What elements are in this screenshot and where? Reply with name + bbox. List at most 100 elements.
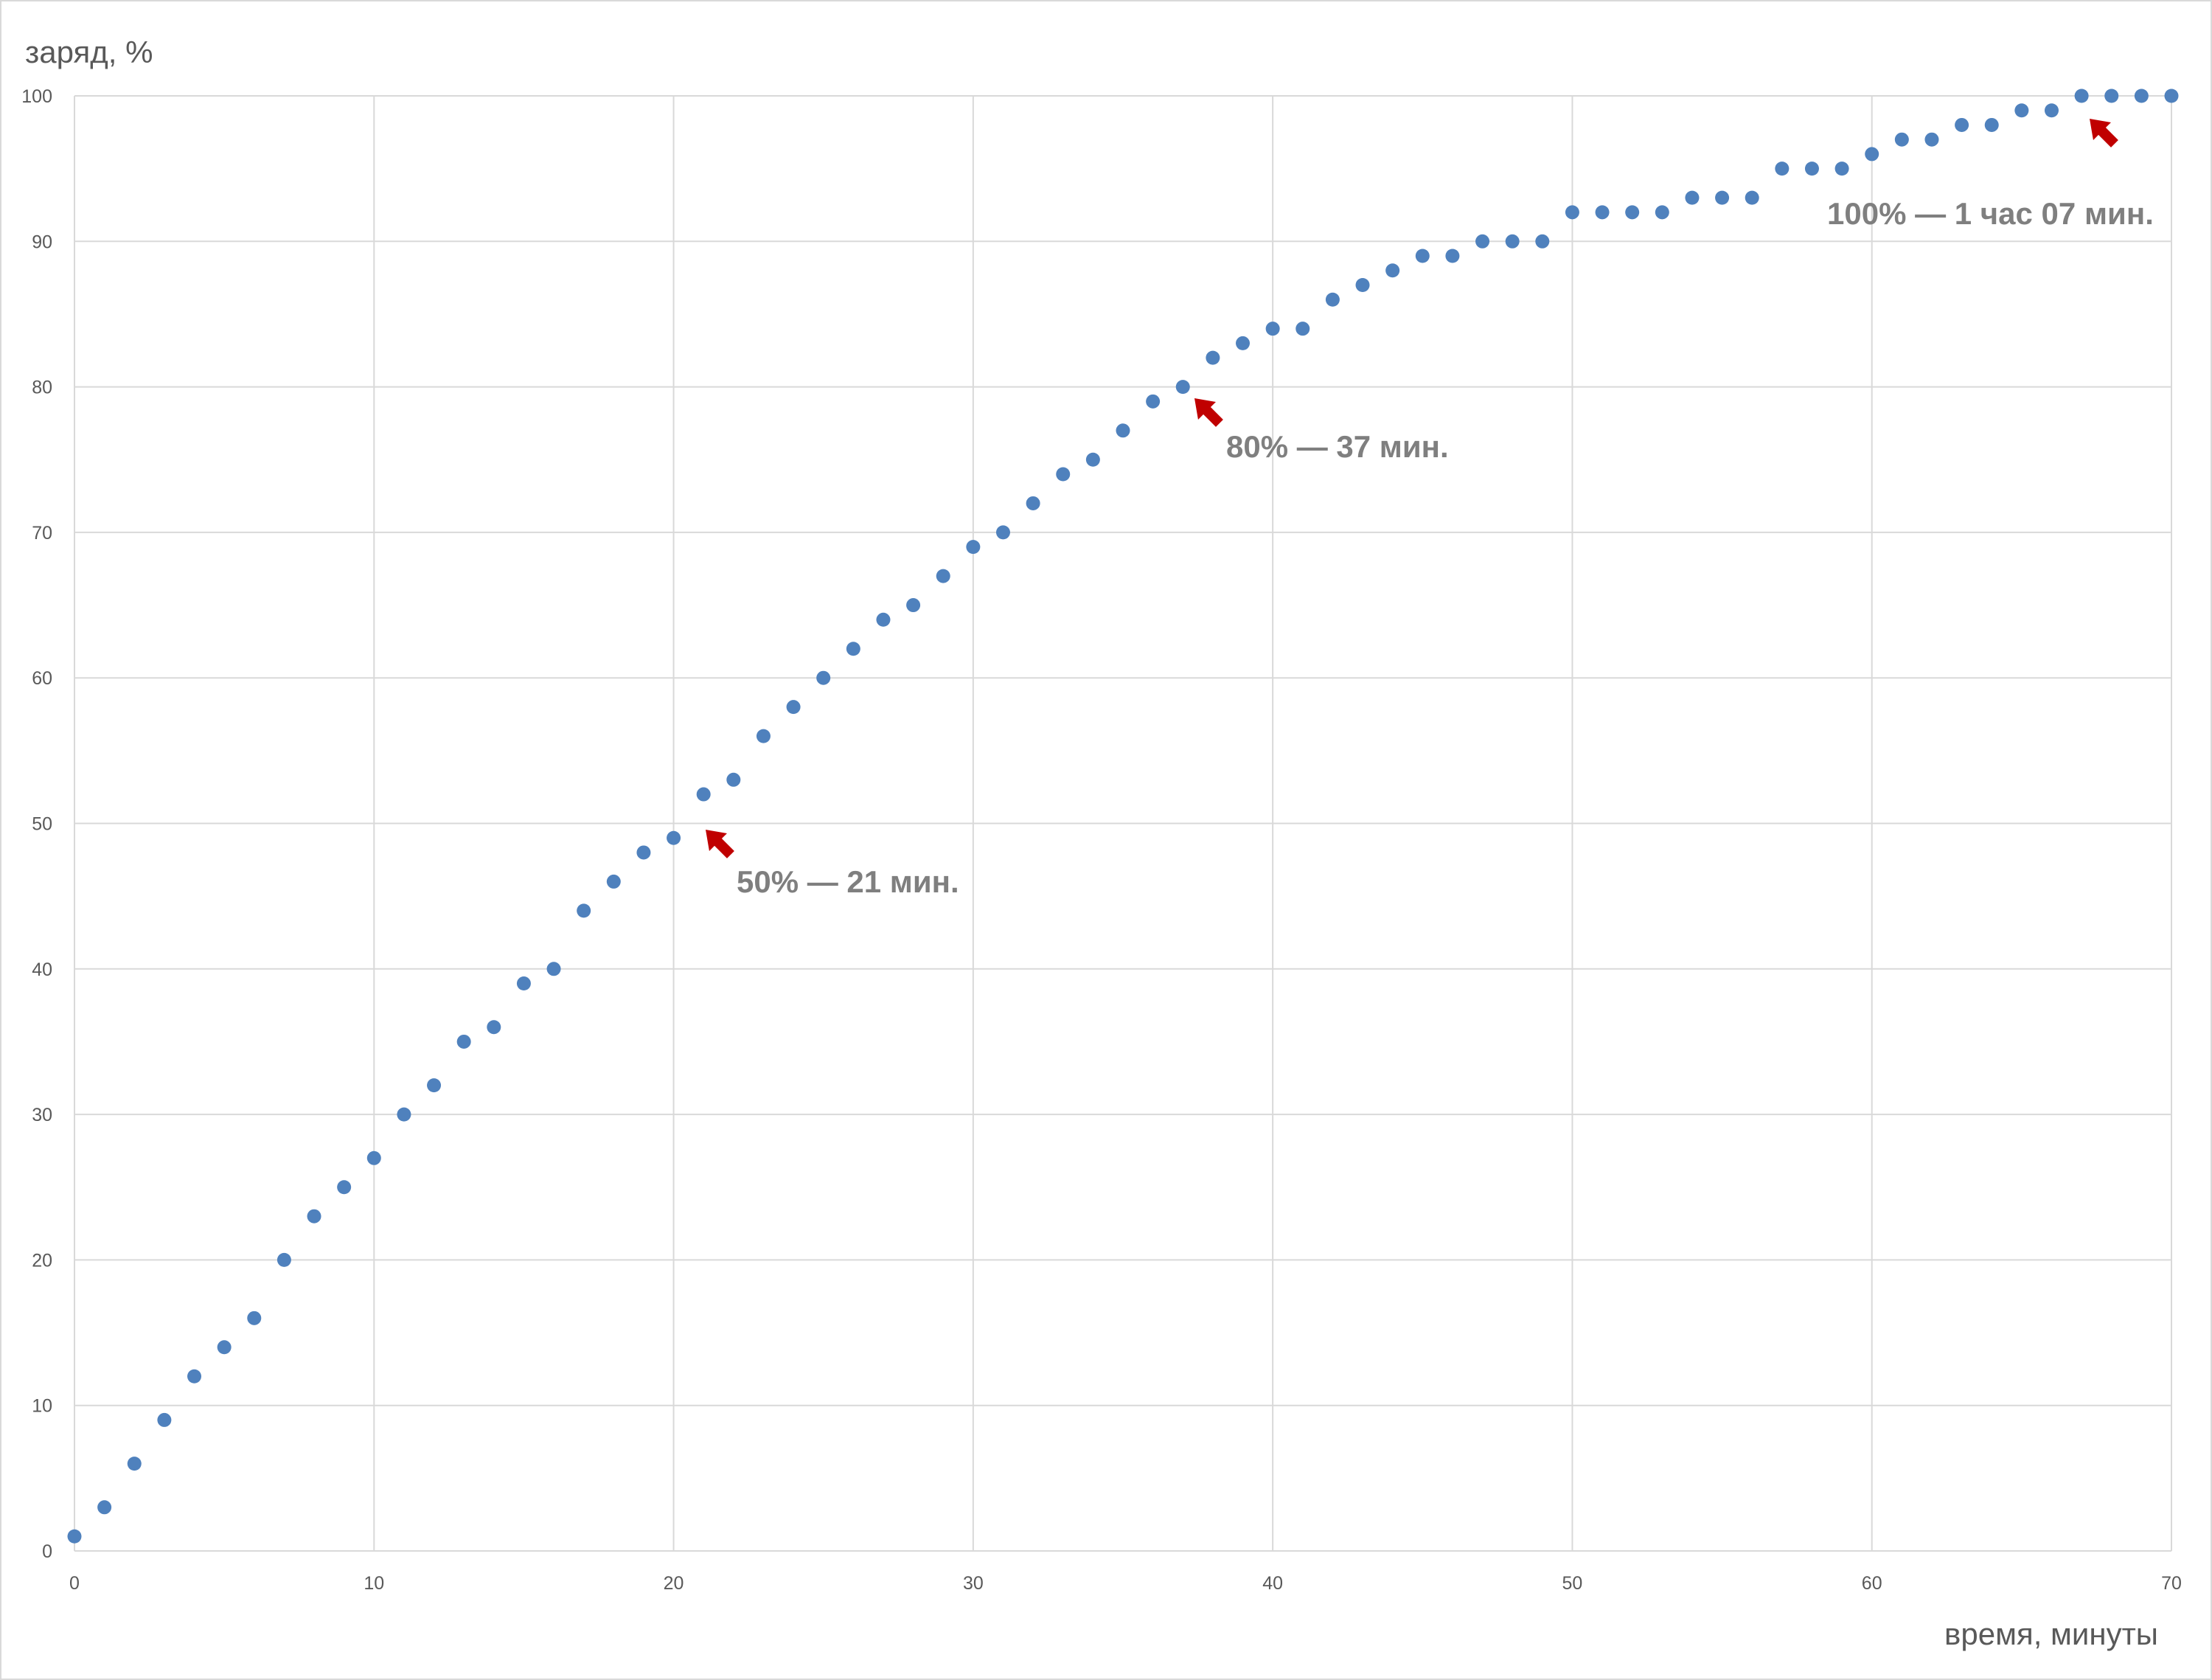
point — [636, 845, 651, 860]
point — [1206, 350, 1220, 365]
point — [1625, 205, 1640, 220]
point — [1116, 423, 1130, 438]
point — [337, 1180, 352, 1195]
point — [456, 1034, 471, 1049]
point — [1445, 249, 1460, 263]
annotation: 50% — 21 мин. — [737, 864, 959, 899]
y-tick-label: 0 — [42, 1541, 52, 1562]
point — [1834, 162, 1849, 176]
arrow — [2090, 119, 2118, 147]
x-axis-title: время, минуты — [1944, 1617, 2158, 1651]
point — [276, 1252, 291, 1267]
point — [1026, 496, 1040, 510]
x-tick-label: 60 — [1862, 1573, 1882, 1594]
point — [667, 830, 681, 845]
x-tick-label: 50 — [1562, 1573, 1583, 1594]
point — [2164, 88, 2179, 103]
y-tick-label: 70 — [32, 523, 52, 544]
y-tick-label: 30 — [32, 1105, 52, 1125]
point — [1355, 277, 1370, 292]
y-tick-label: 10 — [32, 1396, 52, 1417]
point — [1984, 117, 1999, 132]
point — [1056, 467, 1071, 482]
point — [2044, 103, 2059, 118]
arrow — [1194, 398, 1223, 427]
point — [1565, 205, 1579, 220]
point — [2074, 88, 2089, 103]
point — [2014, 103, 2029, 118]
y-tick-label: 40 — [32, 959, 52, 980]
point — [1265, 322, 1280, 336]
point — [936, 569, 950, 583]
x-tick-label: 70 — [2161, 1573, 2182, 1594]
points — [67, 88, 2179, 1544]
point — [1475, 234, 1490, 249]
point — [157, 1412, 172, 1427]
point — [127, 1457, 142, 1471]
point — [966, 540, 981, 555]
point — [1775, 162, 1790, 176]
x-tick-label: 10 — [364, 1573, 384, 1594]
point — [97, 1500, 112, 1515]
point — [1865, 147, 1879, 162]
point — [1804, 162, 1819, 176]
point — [816, 670, 831, 685]
point — [217, 1340, 232, 1355]
annotation: 80% — 37 мин. — [1226, 429, 1449, 464]
point — [756, 729, 771, 743]
point — [606, 874, 621, 889]
point — [487, 1020, 501, 1035]
point — [1715, 190, 1730, 205]
y-tick-label: 100 — [21, 86, 52, 107]
point — [546, 962, 561, 976]
point — [696, 787, 711, 802]
point — [427, 1078, 442, 1093]
point — [516, 976, 531, 991]
point — [1955, 117, 1969, 132]
y-tick-label: 80 — [32, 378, 52, 398]
point — [786, 700, 801, 715]
point — [906, 598, 921, 613]
point — [67, 1529, 82, 1544]
point — [1505, 234, 1520, 249]
point — [1085, 452, 1100, 467]
annotation: 100% — 1 час 07 мин. — [1827, 196, 2154, 231]
y-tick-label: 60 — [32, 668, 52, 689]
point — [2134, 88, 2149, 103]
point — [1535, 234, 1550, 249]
arrows — [706, 119, 2118, 858]
grid — [74, 95, 2172, 1552]
y-axis-title: заряд, % — [25, 35, 153, 69]
point — [1745, 190, 1759, 205]
point — [1894, 132, 1909, 147]
x-tick-label: 30 — [963, 1573, 984, 1594]
y-tick-label: 90 — [32, 232, 52, 252]
y-tick-label: 50 — [32, 814, 52, 835]
point — [187, 1369, 202, 1384]
point — [1236, 336, 1251, 350]
point — [1325, 292, 1340, 307]
point — [1295, 322, 1310, 336]
point — [995, 525, 1010, 540]
point — [397, 1107, 411, 1122]
point — [1175, 380, 1190, 395]
point — [366, 1150, 381, 1165]
point — [1924, 132, 1939, 147]
arrow — [706, 830, 734, 858]
x-tick-label: 0 — [69, 1573, 80, 1594]
point — [846, 642, 860, 656]
point — [876, 612, 891, 627]
point — [726, 772, 741, 787]
point — [307, 1209, 321, 1223]
point — [577, 903, 591, 918]
x-tick-label: 40 — [1262, 1573, 1283, 1594]
x-tick-label: 20 — [664, 1573, 684, 1594]
point — [1415, 249, 1430, 263]
y-tick-label: 20 — [32, 1250, 52, 1271]
point — [1655, 205, 1669, 220]
point — [1146, 394, 1161, 409]
point — [2104, 88, 2119, 103]
point — [247, 1311, 262, 1325]
